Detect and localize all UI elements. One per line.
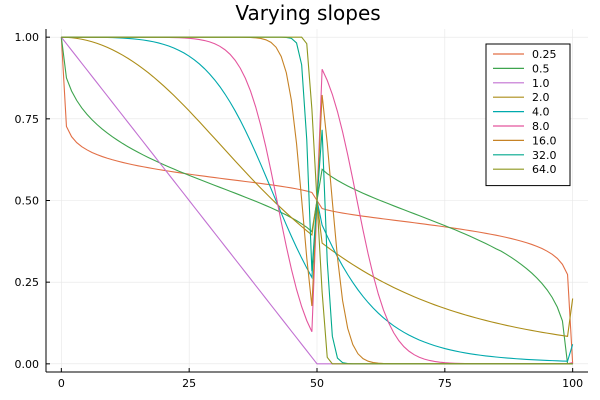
legend: 0.250.5 1.02.0 4.08.016.0 32.064.0: [485, 43, 571, 187]
legend-label-64.0: 64.0: [532, 163, 557, 176]
legend-label-16.0: 16.0: [532, 134, 557, 147]
x-tick-label-4: 100: [562, 377, 583, 390]
x-tick-label-2: 50: [310, 377, 324, 390]
chart-title: Varying slopes: [235, 1, 380, 25]
x-tick-label-3: 75: [438, 377, 452, 390]
legend-label-0.25: 0.25: [532, 48, 557, 61]
y-tick-label-4: 1.00: [15, 31, 40, 44]
x-tick-label-0: 0: [58, 377, 65, 390]
legend-box: [485, 43, 571, 187]
y-tick-label-3: 0.75: [15, 113, 40, 126]
series-line-64.0: [61, 36, 573, 365]
y-tick-label-1: 0.25: [15, 276, 40, 289]
legend-label-8.0: 8.0: [532, 120, 550, 133]
legend-label-4.0: 4.0: [532, 106, 550, 119]
legend-label-0.5: 0.5: [532, 62, 550, 75]
legend-label-1.0: 1.0: [532, 77, 550, 90]
axes: 0 25 50 75 100 0.00 0.25 0.50 0.75 1.00: [15, 29, 588, 390]
series-layer: [60, 36, 574, 365]
x-tick-label-1: 25: [182, 377, 196, 390]
legend-label-2.0: 2.0: [532, 91, 550, 104]
y-tick-label-0: 0.00: [15, 358, 40, 371]
y-tick-label-2: 0.50: [15, 195, 40, 208]
legend-label-32.0: 32.0: [532, 149, 557, 162]
